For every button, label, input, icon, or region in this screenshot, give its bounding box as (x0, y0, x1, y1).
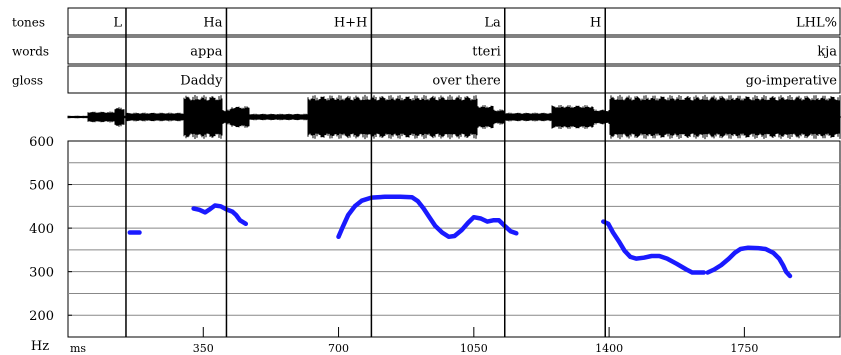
tier-interval-label: tteri (472, 45, 501, 60)
pitch-segment-1 (191, 203, 249, 227)
tier-name-labels: tones words gloss (12, 16, 49, 88)
y-tick-label: 300 (29, 266, 54, 281)
tier-box-words (67, 36, 841, 65)
annotation-tiers: L Ha H+H La H LHL% appa tteri kja Daddy over there… (67, 7, 841, 94)
tier-interval-label: kja (817, 45, 837, 60)
axes: 200 300 400 500 600 Hz ms 350 700 1050 1400 1750 (29, 135, 758, 355)
tier-box-gloss (67, 65, 841, 94)
x-tick-label: 700 (328, 342, 349, 355)
x-tick-label: 1400 (595, 342, 623, 355)
x-tick-label: 1750 (730, 342, 758, 355)
y-tick-label: 200 (29, 309, 54, 324)
tier-box-tones (67, 7, 841, 36)
y-tick-label: 600 (29, 135, 54, 150)
x-tick-label: 350 (193, 342, 214, 355)
tier-interval-label: appa (190, 45, 222, 60)
tier-interval-label: go-imperative (746, 74, 838, 89)
tier-interval-label: LHL% (796, 16, 837, 31)
tier-interval-label: L (113, 16, 122, 31)
tier-label-gloss: gloss (12, 74, 43, 88)
tier-interval-label: La (484, 16, 501, 31)
pitch-plot-grid (67, 140, 841, 338)
interval-boundaries (125, 8, 606, 337)
pitch-segment-3 (601, 219, 707, 275)
tier-interval-label: Ha (203, 16, 222, 31)
plot-frame (67, 140, 841, 338)
pitch-track (127, 194, 793, 279)
tier-interval-label: Daddy (180, 74, 223, 89)
tier-interval-label: H+H (334, 16, 368, 31)
tier-label-tones: tones (12, 16, 45, 30)
tier-label-words: words (12, 45, 49, 59)
y-axis-label: Hz (31, 339, 49, 354)
tier-interval-label: H (590, 16, 601, 31)
y-tick-label: 400 (29, 222, 54, 237)
x-tick-label: 1050 (460, 342, 488, 355)
x-axis-label: ms (70, 342, 86, 355)
waveform (67, 94, 841, 140)
pitch-segment-4 (705, 245, 793, 279)
y-tick-label: 500 (29, 179, 54, 194)
tier-interval-label: over there (432, 74, 501, 89)
pitch-segment-2 (336, 194, 519, 240)
